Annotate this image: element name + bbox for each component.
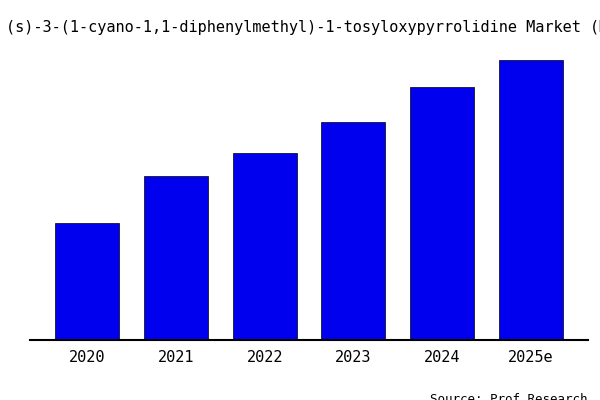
Bar	[410, 87, 474, 340]
Bar	[55, 223, 119, 340]
Bar	[233, 153, 296, 340]
Bar	[322, 122, 385, 340]
Bar	[499, 60, 563, 340]
Text: Source: Prof Research: Source: Prof Research	[431, 392, 588, 400]
Text: (s)-3-(1-cyano-1,1-diphenylmethyl)-1-tosyloxypyrrolidine Market (Mil: (s)-3-(1-cyano-1,1-diphenylmethyl)-1-tos…	[6, 20, 600, 35]
Bar	[144, 176, 208, 340]
